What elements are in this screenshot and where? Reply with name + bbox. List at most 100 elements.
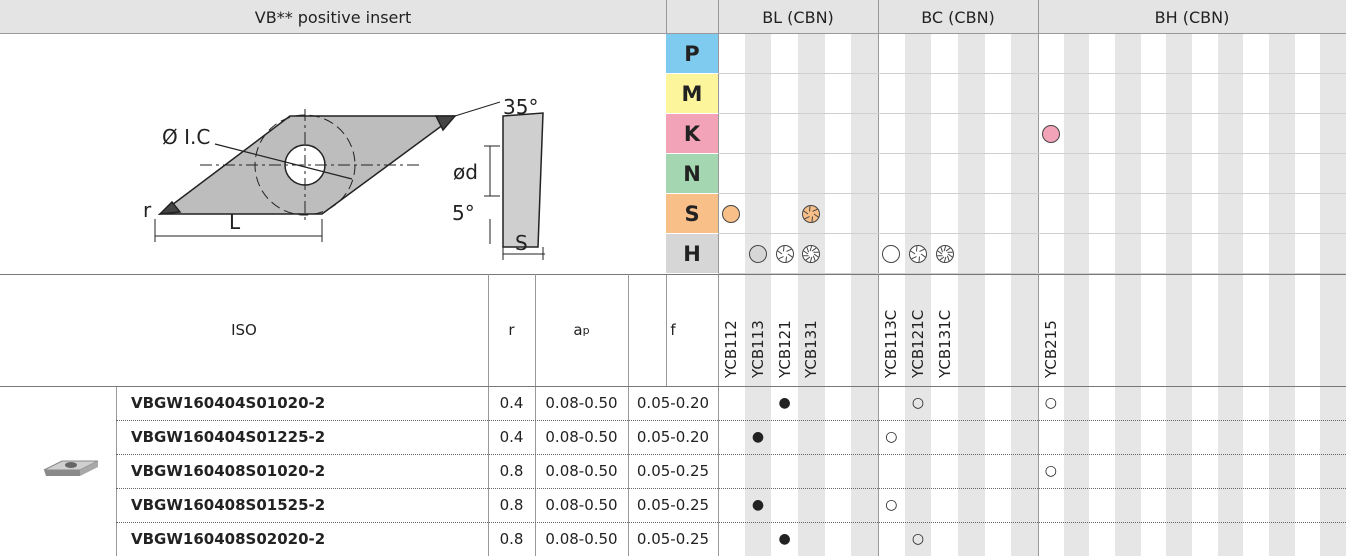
r-value: 0.8 (499, 530, 524, 548)
v-line (488, 274, 489, 556)
row-line (116, 488, 1346, 489)
material-cell: H (666, 234, 718, 274)
grade-icon (802, 245, 821, 263)
stripe (744, 34, 772, 556)
label-clearance: 5° (452, 201, 475, 225)
f-value: 0.05-0.20 (636, 428, 710, 446)
r-value: 0.4 (499, 428, 524, 446)
stripe (1115, 34, 1141, 556)
iso-code: VBGW160404S01020-2 (131, 394, 326, 412)
grade-mark: ● (751, 429, 765, 445)
row-line (718, 273, 1346, 274)
group-name: BL (CBN) (762, 7, 834, 27)
grade-name: YCB131 (802, 320, 821, 378)
grade-icon (749, 245, 767, 263)
row-line (718, 233, 1346, 234)
header-title: VB** positive insert (254, 7, 412, 27)
iso-code: VBGW160404S01225-2 (131, 428, 326, 446)
v-line (1038, 386, 1039, 556)
grade-icon (802, 205, 821, 223)
material-cell: N (666, 154, 718, 194)
v-line (628, 274, 629, 556)
iso-code: VBGW160408S01525-2 (131, 496, 326, 514)
ap-value: 0.08-0.50 (545, 530, 618, 548)
material-cell: M (666, 74, 718, 114)
row-line (718, 193, 1346, 194)
label-s: S (515, 231, 528, 255)
iso-top-line (0, 274, 1346, 275)
material-cell: P (666, 34, 718, 74)
r-value: 0.8 (499, 496, 524, 514)
grade-mark: ○ (1044, 463, 1057, 479)
stripe (1320, 34, 1346, 556)
grade-mark: ● (778, 531, 791, 547)
row-line (718, 153, 1346, 154)
insert-diagram: Ø I.C 35° ød 5° r L S (143, 95, 545, 260)
grade-mark: ○ (911, 531, 925, 547)
f-value: 0.05-0.25 (636, 530, 710, 548)
stripe (1011, 34, 1038, 556)
grade-mark: ○ (885, 497, 898, 513)
material-cell: S (666, 194, 718, 234)
r-value: 0.8 (499, 462, 524, 480)
grade-name: YCB113C (882, 309, 901, 378)
grade-mark: ● (778, 395, 791, 411)
v-line (878, 386, 879, 556)
grade-name: YCB215 (1041, 320, 1060, 378)
header-bg (0, 0, 1346, 34)
v-line (718, 386, 719, 556)
grade-icon (1041, 125, 1060, 143)
grade-name: YCB112 (722, 320, 741, 378)
label-l: L (229, 210, 241, 234)
grade-name: YCB121C (909, 309, 927, 378)
grade-icon (775, 245, 794, 263)
col-f: f (670, 321, 676, 339)
row-line (116, 454, 1346, 455)
insert-icon (43, 460, 99, 476)
stripe (798, 34, 825, 556)
col-iso: ISO (231, 321, 257, 339)
group-name: BC (CBN) (921, 7, 995, 27)
stripe (1063, 34, 1090, 556)
ap-sub: p (582, 323, 590, 337)
stripe (851, 34, 878, 556)
stripe (904, 34, 932, 556)
grade-name: YCB131C (935, 309, 954, 378)
stripe (1217, 34, 1244, 556)
row-line (718, 113, 1346, 114)
grade-mark: ○ (911, 395, 925, 411)
iso-code: VBGW160408S02020-2 (131, 530, 326, 548)
grade-icon (882, 245, 901, 263)
row-line (718, 73, 1346, 74)
ap-value: 0.08-0.50 (545, 496, 618, 514)
grade-icon (722, 205, 741, 223)
stripe (958, 34, 985, 556)
label-ic: Ø I.C (162, 125, 210, 149)
grade-mark: ○ (1044, 395, 1057, 411)
grade-name: YCB121 (775, 320, 794, 378)
material-cell: K (666, 114, 718, 154)
label-d: ød (453, 160, 478, 184)
grade-mark: ● (751, 497, 765, 513)
ap-base: a (573, 321, 583, 339)
f-value: 0.05-0.20 (636, 394, 710, 412)
v-line (535, 274, 536, 556)
label-angle: 35° (503, 95, 538, 119)
grade-icon (909, 245, 927, 263)
grade-icon (935, 245, 954, 263)
r-value: 0.4 (499, 394, 524, 412)
ap-value: 0.08-0.50 (545, 462, 618, 480)
ap-value: 0.08-0.50 (545, 394, 618, 412)
iso-bottom-line (0, 386, 1346, 387)
row-line (116, 420, 1346, 421)
ap-value: 0.08-0.50 (545, 428, 618, 446)
grade-name: YCB113 (749, 320, 767, 378)
v-line (116, 386, 117, 556)
label-r: r (143, 198, 152, 222)
iso-code: VBGW160408S01020-2 (131, 462, 326, 480)
group-name: BH (CBN) (1154, 7, 1230, 27)
f-value: 0.05-0.25 (636, 462, 710, 480)
row-line (116, 522, 1346, 523)
